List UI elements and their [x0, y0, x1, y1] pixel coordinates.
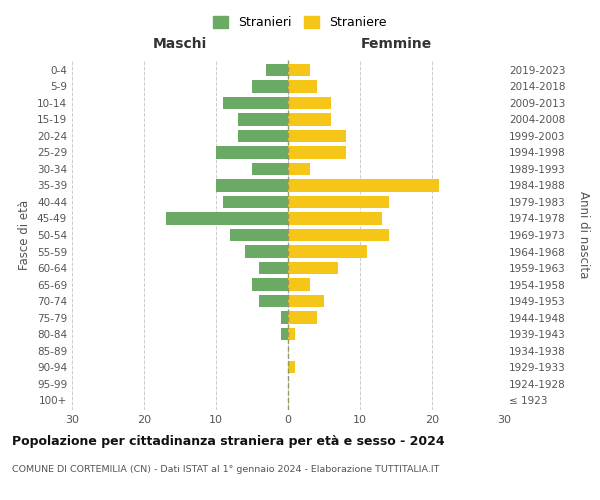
Bar	[288, 146, 346, 158]
Y-axis label: Anni di nascita: Anni di nascita	[577, 192, 590, 278]
Bar	[230, 229, 288, 241]
Bar	[281, 312, 288, 324]
Bar	[288, 64, 310, 76]
Bar	[252, 163, 288, 175]
Y-axis label: Fasce di età: Fasce di età	[19, 200, 31, 270]
Bar	[252, 278, 288, 290]
Text: Popolazione per cittadinanza straniera per età e sesso - 2024: Popolazione per cittadinanza straniera p…	[12, 435, 445, 448]
Bar	[288, 246, 367, 258]
Bar	[166, 212, 288, 224]
Bar	[223, 196, 288, 208]
Text: Femmine: Femmine	[361, 37, 431, 51]
Bar	[245, 246, 288, 258]
Bar	[288, 361, 295, 374]
Bar	[252, 80, 288, 92]
Bar	[216, 180, 288, 192]
Text: Maschi: Maschi	[153, 37, 207, 51]
Bar	[281, 328, 288, 340]
Bar	[288, 262, 338, 274]
Bar	[259, 295, 288, 307]
Bar	[288, 163, 310, 175]
Bar	[288, 328, 295, 340]
Bar	[288, 312, 317, 324]
Bar	[266, 64, 288, 76]
Bar	[223, 96, 288, 109]
Bar	[238, 130, 288, 142]
Text: COMUNE DI CORTEMILIA (CN) - Dati ISTAT al 1° gennaio 2024 - Elaborazione TUTTITA: COMUNE DI CORTEMILIA (CN) - Dati ISTAT a…	[12, 465, 439, 474]
Bar	[288, 96, 331, 109]
Bar	[288, 212, 382, 224]
Bar	[288, 130, 346, 142]
Bar	[288, 295, 324, 307]
Bar	[288, 180, 439, 192]
Bar	[288, 80, 317, 92]
Bar	[216, 146, 288, 158]
Bar	[288, 229, 389, 241]
Bar	[238, 113, 288, 126]
Bar	[288, 196, 389, 208]
Bar	[288, 113, 331, 126]
Legend: Stranieri, Straniere: Stranieri, Straniere	[208, 11, 392, 34]
Bar	[288, 278, 310, 290]
Bar	[259, 262, 288, 274]
